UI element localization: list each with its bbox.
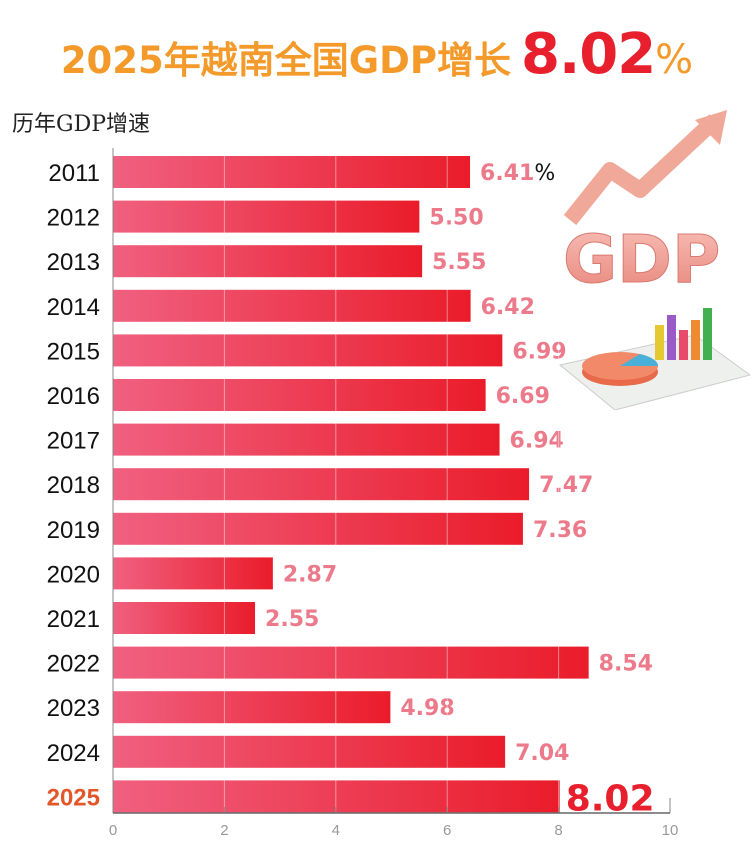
bar-2015	[113, 334, 503, 367]
unit-label: %	[534, 161, 555, 186]
category-label: 2011	[48, 160, 100, 187]
bar-2012	[113, 200, 420, 233]
title-unit: %	[655, 37, 694, 83]
bar-2025	[113, 780, 560, 813]
category-label: 2012	[47, 205, 100, 232]
bar-2011	[113, 156, 471, 188]
data-label: 6.94	[510, 429, 564, 454]
gdp-text: GDP	[563, 221, 720, 298]
category-label: 2021	[47, 606, 100, 633]
data-label: 5.55	[432, 250, 486, 275]
gdp-growth-arrow-and-charts-icon: GDP	[558, 110, 750, 410]
category-label: 2018	[47, 472, 100, 499]
category-label: 2016	[47, 383, 100, 410]
x-tick-label: 6	[443, 822, 451, 839]
bar-2024	[113, 735, 506, 768]
category-label: 2015	[47, 338, 100, 365]
data-label: 6.42	[481, 295, 535, 320]
bar-2019	[113, 512, 523, 545]
category-label: 2013	[47, 249, 100, 276]
x-tick-label: 2	[220, 822, 228, 839]
category-label: 2025	[47, 784, 100, 811]
title-value: 8.02	[521, 22, 656, 87]
data-label: 2.87	[283, 562, 337, 587]
data-label: 4.98	[400, 696, 454, 721]
data-label: 6.69	[496, 384, 550, 409]
data-label: 7.04	[515, 741, 569, 766]
data-label: 7.47	[539, 473, 593, 498]
bar-2021	[113, 602, 256, 634]
category-label: 2014	[47, 294, 100, 321]
category-label: 2022	[47, 651, 100, 678]
x-tick-label: 0	[109, 822, 117, 839]
data-label: 7.36	[533, 518, 587, 543]
bar-2018	[113, 468, 530, 501]
data-label: 6.41%	[480, 161, 555, 186]
bar-2016	[113, 379, 486, 411]
category-label: 2023	[47, 695, 100, 722]
x-tick-label: 8	[554, 822, 562, 839]
bar-2022	[113, 646, 589, 679]
bar-2020	[113, 557, 273, 590]
bar-2014	[113, 289, 471, 322]
title-main: 2025年越南全国GDP增长	[60, 39, 511, 82]
x-tick-label: 4	[332, 822, 340, 839]
data-label: 5.50	[429, 206, 483, 231]
category-label: 2020	[47, 561, 100, 588]
chart-subtitle: 历年GDP增速	[12, 112, 151, 137]
page-title: 2025年越南全国GDP增长 8.02%	[0, 22, 754, 87]
category-label: 2019	[47, 517, 100, 544]
category-label: 2024	[47, 740, 100, 767]
x-tick-label: 10	[662, 822, 679, 839]
bar-2023	[113, 691, 391, 724]
data-label: 2.55	[265, 607, 319, 632]
bar-2017	[113, 423, 500, 456]
data-label: 6.99	[512, 339, 566, 364]
data-label: 8.54	[599, 652, 653, 677]
bar-2013	[113, 245, 423, 278]
category-label: 2017	[47, 428, 100, 455]
